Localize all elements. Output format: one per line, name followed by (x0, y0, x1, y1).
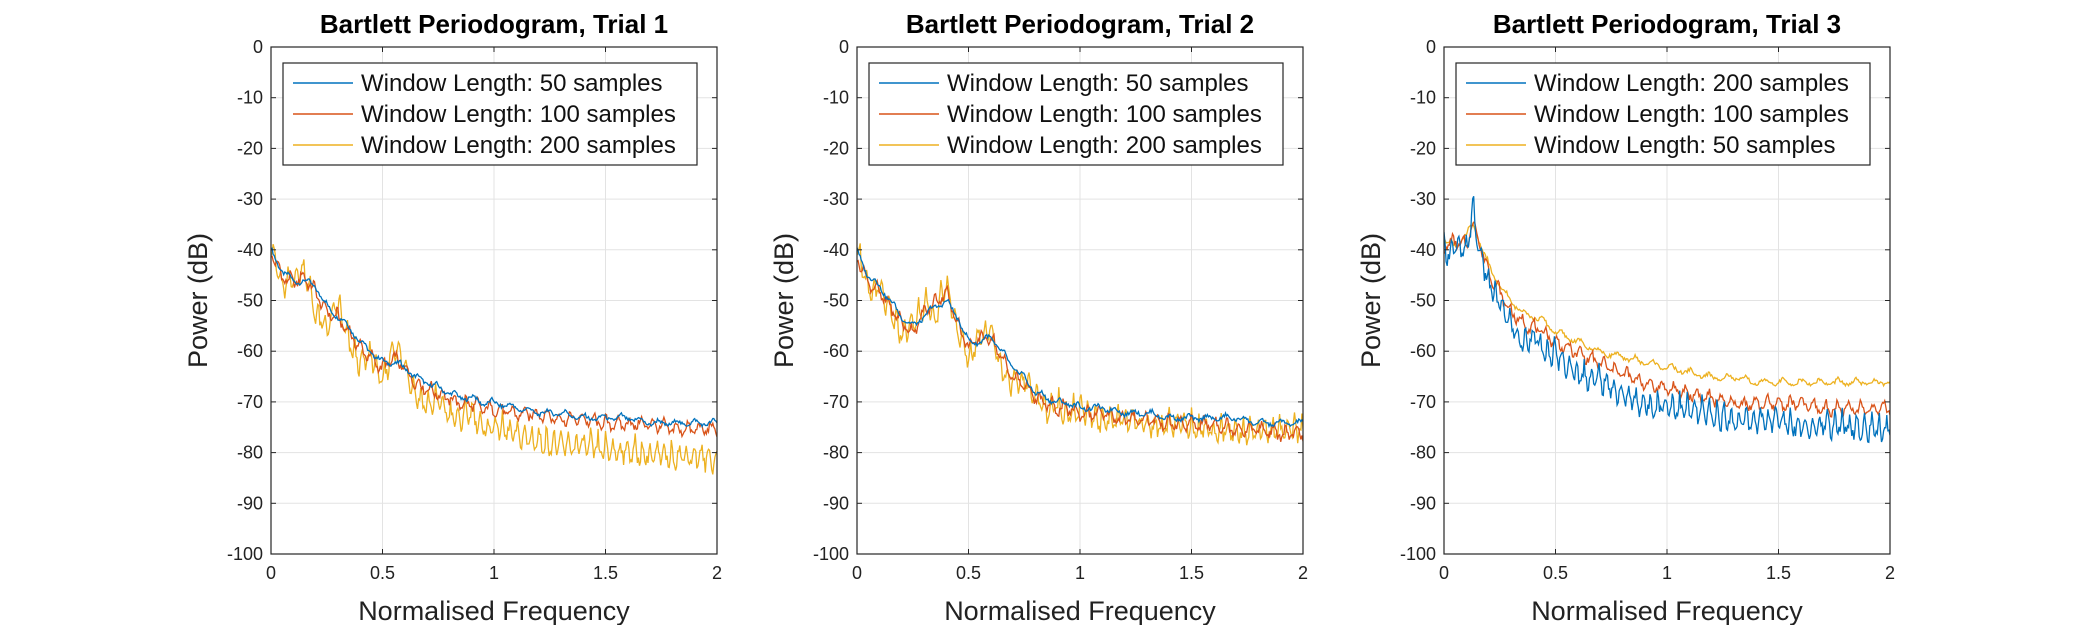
y-tick-label: -60 (237, 341, 263, 361)
x-tick-label: 1 (489, 563, 499, 583)
y-tick-label: -90 (1410, 493, 1436, 513)
x-tick-label: 1 (1075, 563, 1085, 583)
legend-entry: Window Length: 200 samples (947, 132, 1262, 159)
x-tick-label: 1 (1662, 563, 1672, 583)
y-tick-label: -90 (237, 493, 263, 513)
y-tick-label: -70 (237, 392, 263, 412)
x-tick-label: 1.5 (1766, 563, 1791, 583)
y-tick-label: -50 (823, 291, 849, 311)
y-tick-label: -60 (1410, 341, 1436, 361)
y-tick-label: 0 (253, 37, 263, 57)
y-tick-label: -20 (1410, 138, 1436, 158)
y-tick-label: -50 (237, 291, 263, 311)
legend-entry: Window Length: 100 samples (361, 101, 676, 128)
y-tick-label: -30 (1410, 189, 1436, 209)
y-axis-label: Power (dB) (1356, 233, 1386, 368)
y-tick-label: -20 (237, 138, 263, 158)
x-tick-label: 0.5 (956, 563, 981, 583)
legend: Window Length: 50 samples Window Length: … (868, 62, 1284, 166)
x-tick-label: 0 (852, 563, 862, 583)
x-axis-label: Normalised Frequency (944, 596, 1216, 625)
y-axis-label: Power (dB) (769, 233, 799, 368)
y-tick-label: -40 (237, 240, 263, 260)
x-tick-label: 2 (1298, 563, 1308, 583)
series-line-3 (1444, 221, 1890, 388)
y-tick-label: -30 (823, 189, 849, 209)
y-tick-label: -70 (823, 392, 849, 412)
series-line-3 (271, 244, 717, 475)
y-tick-label: -50 (1410, 291, 1436, 311)
chart-panel-3: Bartlett Periodogram, Trial 30 0.5 1 1.5 20-… (1356, 9, 1895, 625)
x-tick-label: 0 (266, 563, 276, 583)
y-tick-label: -100 (813, 544, 849, 564)
y-tick-label: -10 (237, 88, 263, 108)
legend-entry: Window Length: 50 samples (947, 70, 1249, 97)
y-tick-label: -80 (1410, 443, 1436, 463)
y-tick-label: -30 (237, 189, 263, 209)
chart-title: Bartlett Periodogram, Trial 3 (1493, 9, 1841, 39)
y-tick-label: -100 (227, 544, 263, 564)
y-tick-label: -80 (823, 443, 849, 463)
y-tick-label: -10 (1410, 88, 1436, 108)
x-tick-label: 0.5 (370, 563, 395, 583)
chart-panel-1: Bartlett Periodogram, Trial 10 0.5 1 1.5 20-… (183, 9, 722, 625)
y-tick-label: 0 (839, 37, 849, 57)
series-line-1 (1444, 196, 1890, 444)
legend-entry: Window Length: 50 samples (361, 70, 663, 97)
y-tick-label: -10 (823, 88, 849, 108)
y-tick-label: -90 (823, 493, 849, 513)
series-line-2 (1444, 221, 1890, 418)
y-tick-label: -100 (1400, 544, 1436, 564)
legend-entry: Window Length: 200 samples (361, 132, 676, 159)
series-line-1 (857, 247, 1303, 429)
x-tick-label: 0.5 (1543, 563, 1568, 583)
chart-title: Bartlett Periodogram, Trial 1 (320, 9, 668, 39)
y-axis-label: Power (dB) (183, 233, 213, 368)
y-tick-label: -40 (1410, 240, 1436, 260)
x-axis-label: Normalised Frequency (358, 596, 630, 625)
y-tick-label: -70 (1410, 392, 1436, 412)
x-axis-label: Normalised Frequency (1531, 596, 1803, 625)
series-line-1 (271, 247, 717, 429)
legend-entry: Window Length: 50 samples (1534, 132, 1836, 159)
x-tick-label: 2 (712, 563, 722, 583)
legend: Window Length: 50 samples Window Length: … (282, 62, 698, 166)
y-tick-label: -80 (237, 443, 263, 463)
legend-entry: Window Length: 100 samples (1534, 101, 1849, 128)
legend-entry: Window Length: 200 samples (1534, 70, 1849, 97)
chart-title: Bartlett Periodogram, Trial 2 (906, 9, 1254, 39)
x-tick-label: 0 (1439, 563, 1449, 583)
y-tick-label: 0 (1426, 37, 1436, 57)
y-tick-label: -40 (823, 240, 849, 260)
x-tick-label: 2 (1885, 563, 1895, 583)
y-tick-label: -60 (823, 341, 849, 361)
y-tick-label: -20 (823, 138, 849, 158)
x-tick-label: 1.5 (593, 563, 618, 583)
x-tick-label: 1.5 (1179, 563, 1204, 583)
chart-panel-2: Bartlett Periodogram, Trial 20 0.5 1 1.5 20-… (769, 9, 1308, 625)
legend-entry: Window Length: 100 samples (947, 101, 1262, 128)
legend: Window Length: 200 samples Window Length:… (1455, 62, 1871, 166)
